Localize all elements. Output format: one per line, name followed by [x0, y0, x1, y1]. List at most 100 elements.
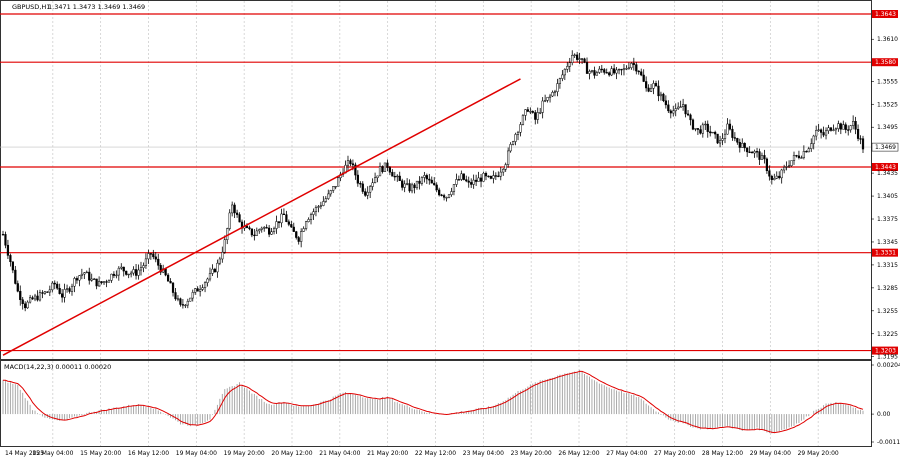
candle-body [354, 164, 357, 176]
candle-body [420, 177, 424, 184]
candle-body [401, 180, 404, 188]
candle-body [479, 177, 483, 182]
candle-body [314, 207, 318, 212]
candle-body [773, 178, 776, 181]
candle-body [280, 213, 283, 224]
candle-body [290, 224, 293, 228]
candle-body [272, 228, 276, 232]
y-tick-label: 1.3225 [877, 331, 898, 338]
candle-body [632, 63, 635, 65]
candle-body [413, 184, 416, 189]
candle-body [435, 184, 438, 191]
candle-body [383, 162, 387, 172]
candle-body [519, 124, 522, 133]
candle-body [561, 74, 564, 79]
level-label: 1.3643 [875, 11, 896, 18]
candle-body [105, 281, 108, 283]
candle-body [403, 183, 406, 188]
candle-body [748, 151, 751, 153]
candle-body [699, 129, 702, 134]
candle-body [33, 295, 37, 300]
candle-body [125, 270, 128, 275]
candle-body [223, 239, 226, 253]
candle-body [371, 182, 374, 187]
candle-body [359, 183, 362, 185]
candle-body [593, 70, 596, 76]
candle-body [470, 182, 473, 185]
candle-body [176, 298, 180, 300]
candle-body [376, 175, 379, 178]
candle-body [317, 206, 320, 208]
candle-body [1, 234, 5, 236]
candle-body [622, 68, 626, 71]
candle-body [497, 175, 500, 177]
candle-body [14, 269, 17, 284]
candle-body [327, 193, 330, 199]
candle-body [43, 291, 47, 294]
y-tick-label: 1.3405 [877, 193, 898, 200]
candle-body [211, 268, 214, 274]
candle-body [78, 275, 81, 281]
candle-body [196, 288, 199, 292]
macd-tick-label: 0.00204 [877, 362, 900, 369]
y-tick-label: 1.3285 [877, 285, 898, 292]
candle-body [164, 268, 167, 276]
candle-body [852, 121, 855, 126]
candle-body [191, 292, 194, 299]
candle-body [531, 111, 534, 113]
candle-body [795, 155, 798, 157]
candle-body [70, 285, 74, 292]
candle-body [718, 140, 722, 144]
candle-body [452, 184, 456, 192]
y-tick-label: 1.3525 [877, 101, 898, 108]
candle-body [755, 151, 759, 153]
candle-body [504, 164, 507, 170]
candle-body [746, 147, 749, 153]
candle-body [250, 228, 253, 236]
candle-body [603, 69, 606, 73]
candle-body [85, 271, 88, 274]
candle-body [760, 155, 764, 160]
candle-body [282, 213, 286, 216]
candle-body [406, 183, 409, 185]
candle-body [51, 282, 54, 291]
candle-body [166, 274, 170, 282]
candle-body [213, 268, 217, 273]
candle-body [568, 62, 571, 67]
candle-body [849, 125, 852, 131]
candle-body [292, 226, 295, 232]
level-label: 1.3443 [875, 164, 896, 171]
candle-body [378, 166, 382, 177]
candle-body [366, 191, 369, 196]
x-tick-label: 15 May 20:00 [80, 450, 121, 457]
candle-body [859, 138, 862, 140]
candle-body [472, 179, 475, 185]
candle-body [563, 69, 566, 76]
candle-body [529, 111, 532, 113]
candle-body [144, 258, 148, 266]
candle-body [4, 234, 7, 246]
candle-body [539, 112, 542, 114]
candle-body [817, 129, 820, 131]
candle-body [701, 124, 704, 134]
candle-body [117, 267, 120, 276]
candle-body [169, 281, 172, 284]
y-tick-label: 1.3435 [877, 170, 898, 177]
candle-body [206, 278, 209, 283]
candle-body [733, 137, 736, 139]
x-tick-label: 20 May 12:00 [271, 450, 312, 457]
candle-body [613, 68, 616, 74]
level-tag [872, 248, 898, 257]
candle-body [184, 304, 187, 307]
candle-body [410, 184, 414, 192]
candle-body [93, 278, 96, 281]
y-tick-label: 1.3255 [877, 308, 898, 315]
candle-body [812, 135, 815, 144]
candle-body [277, 221, 281, 224]
candle-body [248, 227, 251, 230]
candle-body [657, 85, 660, 97]
candle-body [65, 288, 69, 290]
candle-body [24, 303, 27, 309]
candle-body [332, 186, 335, 191]
